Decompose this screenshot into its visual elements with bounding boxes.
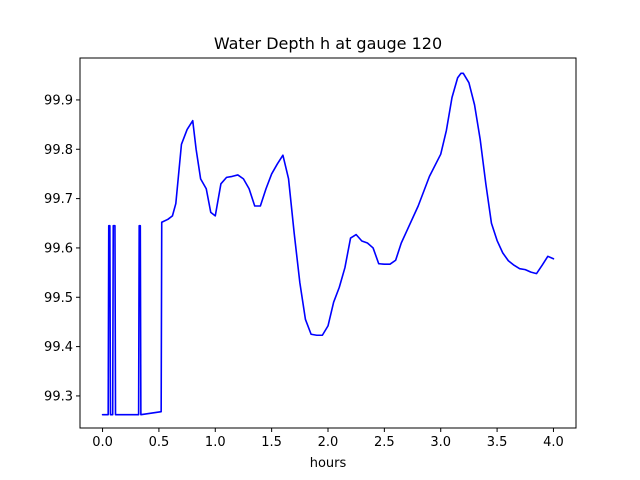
x-tick-label: 2.0: [318, 435, 339, 450]
plot-frame: [79, 57, 577, 429]
y-tick-label: 99.5: [44, 291, 73, 306]
x-tick-label: 0.5: [149, 435, 170, 450]
y-axis: 99.3 99.4 99.5 99.6 99.7 99.8 99.9: [44, 93, 80, 404]
x-tick-label: 3.5: [487, 435, 508, 450]
x-tick-label: 1.0: [205, 435, 226, 450]
x-axis: 0.0 0.5 1.0 1.5 2.0 2.5 3.0 3.5 4.0: [92, 428, 564, 450]
y-tick-label: 99.3: [44, 389, 73, 404]
y-tick-label: 99.7: [44, 192, 73, 207]
x-tick-label: 3.0: [430, 435, 451, 450]
series-layer: [101, 72, 555, 416]
x-tick-label: 2.5: [374, 435, 395, 450]
y-tick-label: 99.9: [44, 93, 73, 108]
y-tick-label: 99.4: [44, 340, 73, 355]
x-tick-label: 4.0: [543, 435, 564, 450]
x-tick-label: 1.5: [261, 435, 282, 450]
series-line-0: [101, 72, 555, 416]
x-tick-label: 0.0: [92, 435, 113, 450]
chart-title: Water Depth h at gauge 120: [214, 34, 442, 53]
y-tick-label: 99.6: [44, 241, 73, 256]
y-tick-label: 99.8: [44, 143, 73, 158]
x-axis-label: hours: [310, 456, 347, 471]
